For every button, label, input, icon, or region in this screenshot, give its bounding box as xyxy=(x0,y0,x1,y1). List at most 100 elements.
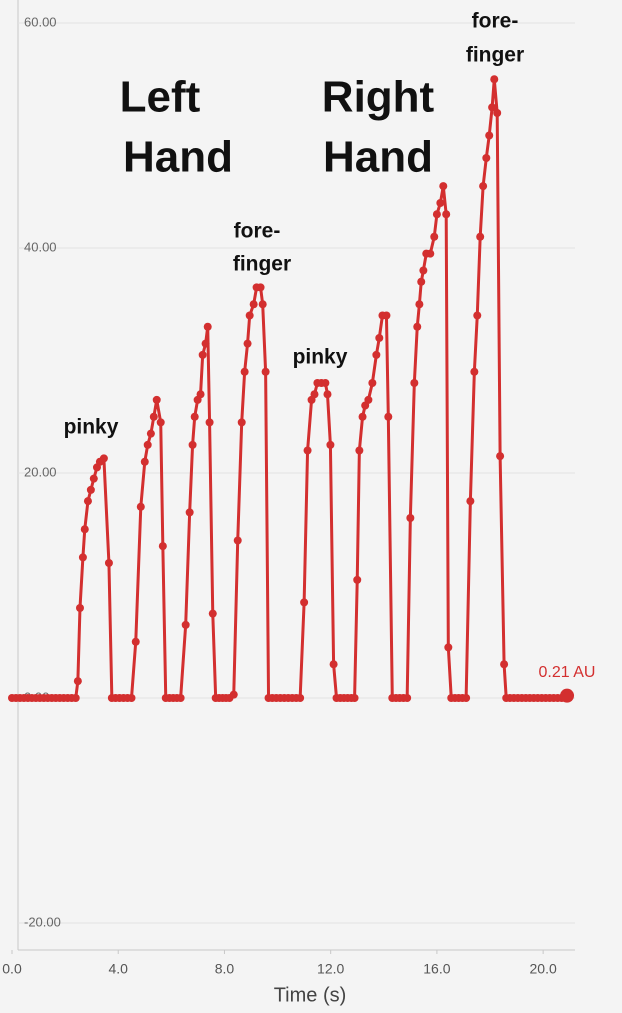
data-point xyxy=(436,199,445,207)
data-point xyxy=(83,497,92,506)
data-point xyxy=(185,508,194,517)
data-point xyxy=(321,379,330,387)
data-point xyxy=(256,283,265,292)
data-point xyxy=(410,379,419,387)
data-point xyxy=(482,154,491,162)
data-point xyxy=(479,182,488,191)
data-point xyxy=(156,418,165,427)
annotation: Hand xyxy=(123,133,233,182)
annotation: finger xyxy=(466,44,524,67)
data-point xyxy=(493,109,502,117)
data-point xyxy=(353,575,362,584)
data-point xyxy=(196,390,205,399)
x-tick-label: 20.0 xyxy=(530,961,557,977)
data-point xyxy=(303,446,312,455)
y-tick-label: 20.00 xyxy=(24,464,57,479)
data-point xyxy=(488,103,497,112)
data-point xyxy=(442,210,451,219)
x-tick-label: 4.0 xyxy=(108,961,128,977)
data-point xyxy=(473,311,482,320)
y-tick-label: -20.00 xyxy=(24,914,61,929)
x-tick-label: 16.0 xyxy=(423,961,450,977)
data-point xyxy=(131,637,140,646)
data-point xyxy=(417,277,426,286)
data-point xyxy=(127,694,136,702)
annotation: pinky xyxy=(293,346,348,369)
data-point xyxy=(490,75,499,84)
data-point xyxy=(419,266,428,275)
data-point xyxy=(229,690,238,699)
data-point xyxy=(323,390,332,399)
data-point xyxy=(198,350,207,359)
x-tick-label: 0.0 xyxy=(2,961,22,977)
data-point xyxy=(415,300,424,309)
data-point xyxy=(326,440,335,449)
data-point xyxy=(146,429,155,438)
data-point xyxy=(80,525,89,534)
data-point xyxy=(372,350,381,359)
data-point xyxy=(375,334,384,342)
data-point xyxy=(86,485,95,494)
data-point xyxy=(358,412,367,421)
data-point xyxy=(78,553,87,562)
data-point xyxy=(201,339,210,348)
data-line xyxy=(12,77,568,700)
data-point xyxy=(140,457,149,466)
data-point xyxy=(382,311,391,320)
data-point xyxy=(190,412,199,421)
data-point xyxy=(300,598,309,607)
data-point xyxy=(462,694,471,702)
data-point xyxy=(329,660,338,669)
data-point xyxy=(413,322,422,331)
x-tick-label: 8.0 xyxy=(215,961,235,977)
data-point xyxy=(500,660,509,669)
data-point xyxy=(136,502,145,511)
data-point xyxy=(152,395,161,404)
annotation: Right xyxy=(322,73,435,122)
annotation: pinky xyxy=(64,416,119,439)
data-point xyxy=(176,694,185,702)
data-point xyxy=(310,390,319,399)
data-point xyxy=(439,182,448,191)
data-point xyxy=(237,418,246,427)
annotation: Hand xyxy=(323,133,433,182)
data-point xyxy=(485,131,494,140)
data-point xyxy=(71,694,80,702)
data-point xyxy=(444,643,453,652)
data-point xyxy=(470,367,479,376)
data-point xyxy=(143,440,152,449)
data-point xyxy=(104,559,113,567)
data-point xyxy=(350,694,359,702)
data-point xyxy=(99,454,108,463)
data-point xyxy=(208,609,217,618)
data-point xyxy=(430,232,439,241)
data-point xyxy=(158,542,167,551)
data-point xyxy=(203,322,212,331)
data-point xyxy=(73,677,82,686)
data-point xyxy=(243,339,252,348)
data-point xyxy=(403,694,412,702)
annotation: Left xyxy=(120,73,201,122)
y-tick-label: 40.00 xyxy=(24,239,57,254)
data-point xyxy=(355,446,364,455)
data-point xyxy=(426,249,435,258)
data-point xyxy=(181,620,190,629)
data-point xyxy=(368,379,377,387)
x-tick-label: 12.0 xyxy=(317,961,344,977)
data-point xyxy=(205,418,214,427)
data-point xyxy=(233,536,242,545)
data-point xyxy=(75,604,84,612)
annotation: finger xyxy=(233,253,291,276)
y-tick-label: 60.00 xyxy=(24,14,57,29)
data-point xyxy=(149,412,158,421)
data-point xyxy=(258,300,267,309)
x-axis-label: Time (s) xyxy=(274,984,347,1006)
data-point xyxy=(560,688,575,703)
data-point xyxy=(432,210,441,219)
annotation: fore- xyxy=(234,220,281,243)
data-point xyxy=(496,452,505,461)
data-point xyxy=(406,514,415,522)
data-point xyxy=(476,232,485,241)
data-point xyxy=(245,311,254,320)
